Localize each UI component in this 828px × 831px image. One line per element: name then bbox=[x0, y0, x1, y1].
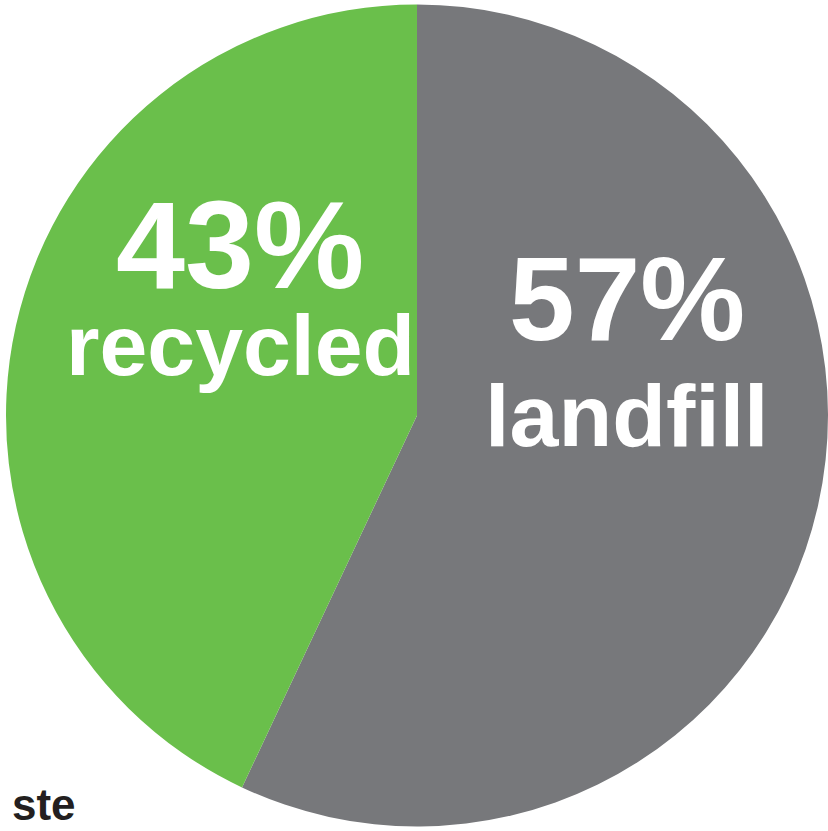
svg-text:landfill: landfill bbox=[485, 366, 769, 465]
svg-text:57%: 57% bbox=[509, 233, 745, 365]
svg-text:ste: ste bbox=[12, 780, 76, 829]
svg-text:43%: 43% bbox=[116, 176, 364, 314]
svg-text:recycled: recycled bbox=[66, 297, 415, 393]
